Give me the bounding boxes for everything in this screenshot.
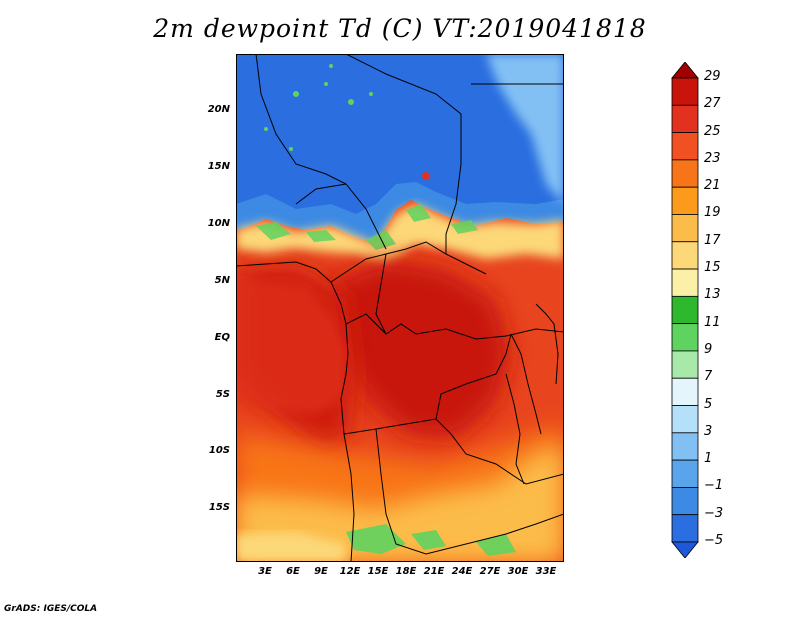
colorbar-box xyxy=(671,350,699,379)
colorbar-label: 19 xyxy=(704,205,721,221)
lon-label: 27E xyxy=(479,566,501,577)
colorbar-bottom-triangle xyxy=(671,541,699,559)
lat-label: 15N xyxy=(207,161,230,172)
colorbar-box xyxy=(671,214,699,243)
lon-label: 24E xyxy=(451,566,473,577)
colorbar xyxy=(670,61,700,559)
colorbar-box xyxy=(671,77,699,106)
colorbar-label: 25 xyxy=(704,123,721,139)
lon-label: 21E xyxy=(423,566,445,577)
lat-label: 15S xyxy=(208,502,230,513)
moist-core xyxy=(326,259,511,439)
north-spots xyxy=(264,64,430,180)
map-canvas xyxy=(236,54,564,562)
colorbar-box xyxy=(671,159,699,188)
colorbar-label: 5 xyxy=(704,396,713,412)
colorbar-label: 23 xyxy=(704,150,721,166)
colorbar-label: 7 xyxy=(704,369,713,385)
colorbar-svg xyxy=(671,61,699,559)
lat-label: 10S xyxy=(208,445,230,456)
sahel-band xyxy=(236,204,564,264)
lon-label: 18E xyxy=(395,566,417,577)
dry-zone-north-edge xyxy=(236,182,564,242)
colorbar-label: −3 xyxy=(704,505,724,521)
colorbar-label: 11 xyxy=(704,314,721,330)
lon-label: 3E xyxy=(258,566,272,577)
colorbar-box xyxy=(671,377,699,406)
lat-label: 20N xyxy=(207,104,230,115)
lon-label: 6E xyxy=(286,566,300,577)
colorbar-label: 1 xyxy=(704,451,713,467)
south-light xyxy=(236,444,564,562)
lon-label: 33E xyxy=(535,566,557,577)
lon-label: 30E xyxy=(507,566,529,577)
colorbar-box xyxy=(671,295,699,325)
lon-label: 12E xyxy=(339,566,361,577)
colorbar-box xyxy=(671,241,699,270)
colorbar-box xyxy=(671,487,699,516)
colorbar-box xyxy=(671,323,699,352)
colorbar-box xyxy=(671,186,699,215)
dry-zone-north-east xyxy=(486,54,564,204)
colorbar-box xyxy=(671,459,699,488)
colorbar-label: −5 xyxy=(704,533,724,548)
colorbar-box xyxy=(671,514,699,543)
ocean-gulf xyxy=(236,279,346,414)
colorbar-box xyxy=(671,432,699,461)
grads-credit: GrADS: IGES/COLA xyxy=(4,604,98,614)
colorbar-label: −1 xyxy=(704,478,724,494)
colorbar-box xyxy=(671,405,699,434)
colorbar-label: 21 xyxy=(704,178,721,194)
lat-label: 5S xyxy=(215,389,230,400)
lat-label: EQ xyxy=(214,332,230,343)
lat-label: 5N xyxy=(214,275,230,286)
colorbar-label: 9 xyxy=(704,341,713,357)
colorbar-box xyxy=(671,132,699,161)
lon-label: 15E xyxy=(367,566,389,577)
colorbar-label: 27 xyxy=(704,96,721,112)
colorbar-label: 15 xyxy=(704,260,721,276)
colorbar-label: 13 xyxy=(704,287,721,303)
lon-label: 9E xyxy=(314,566,328,577)
colorbar-label: 29 xyxy=(704,69,721,84)
colorbar-label: 17 xyxy=(704,232,721,248)
colorbar-box xyxy=(671,104,699,133)
chart-title: 2m dewpoint Td (C) VT:2019041818 xyxy=(153,14,647,43)
dry-zone-north xyxy=(236,54,564,239)
borders xyxy=(236,54,564,562)
dewpoint-map xyxy=(236,54,564,562)
colorbar-top-triangle xyxy=(671,61,699,79)
south-green-patches xyxy=(346,524,516,556)
colorbar-label: 3 xyxy=(704,423,713,439)
southwest-pale xyxy=(236,532,346,562)
colorbar-box xyxy=(671,268,699,297)
lat-label: 10N xyxy=(207,218,230,229)
green-patches xyxy=(256,204,478,250)
